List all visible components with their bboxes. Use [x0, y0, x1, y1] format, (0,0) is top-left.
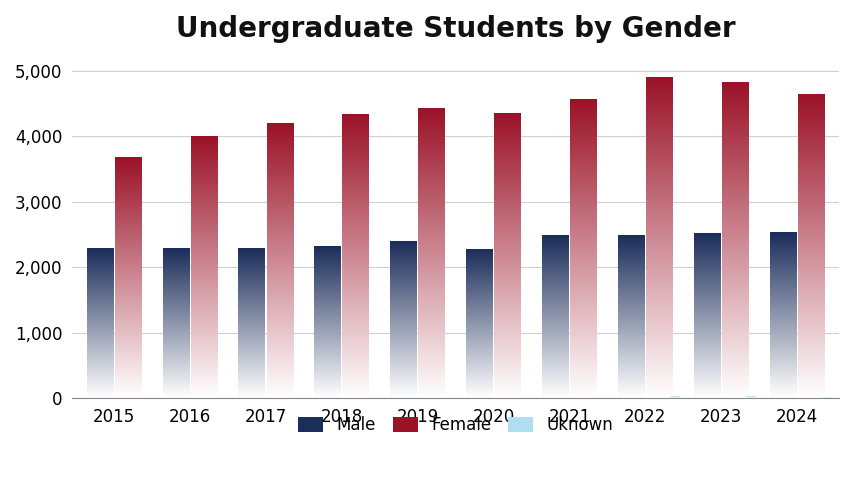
Title: Undergraduate Students by Gender: Undergraduate Students by Gender [176, 15, 734, 43]
Legend: Male, Female, Uknown: Male, Female, Uknown [292, 409, 618, 441]
